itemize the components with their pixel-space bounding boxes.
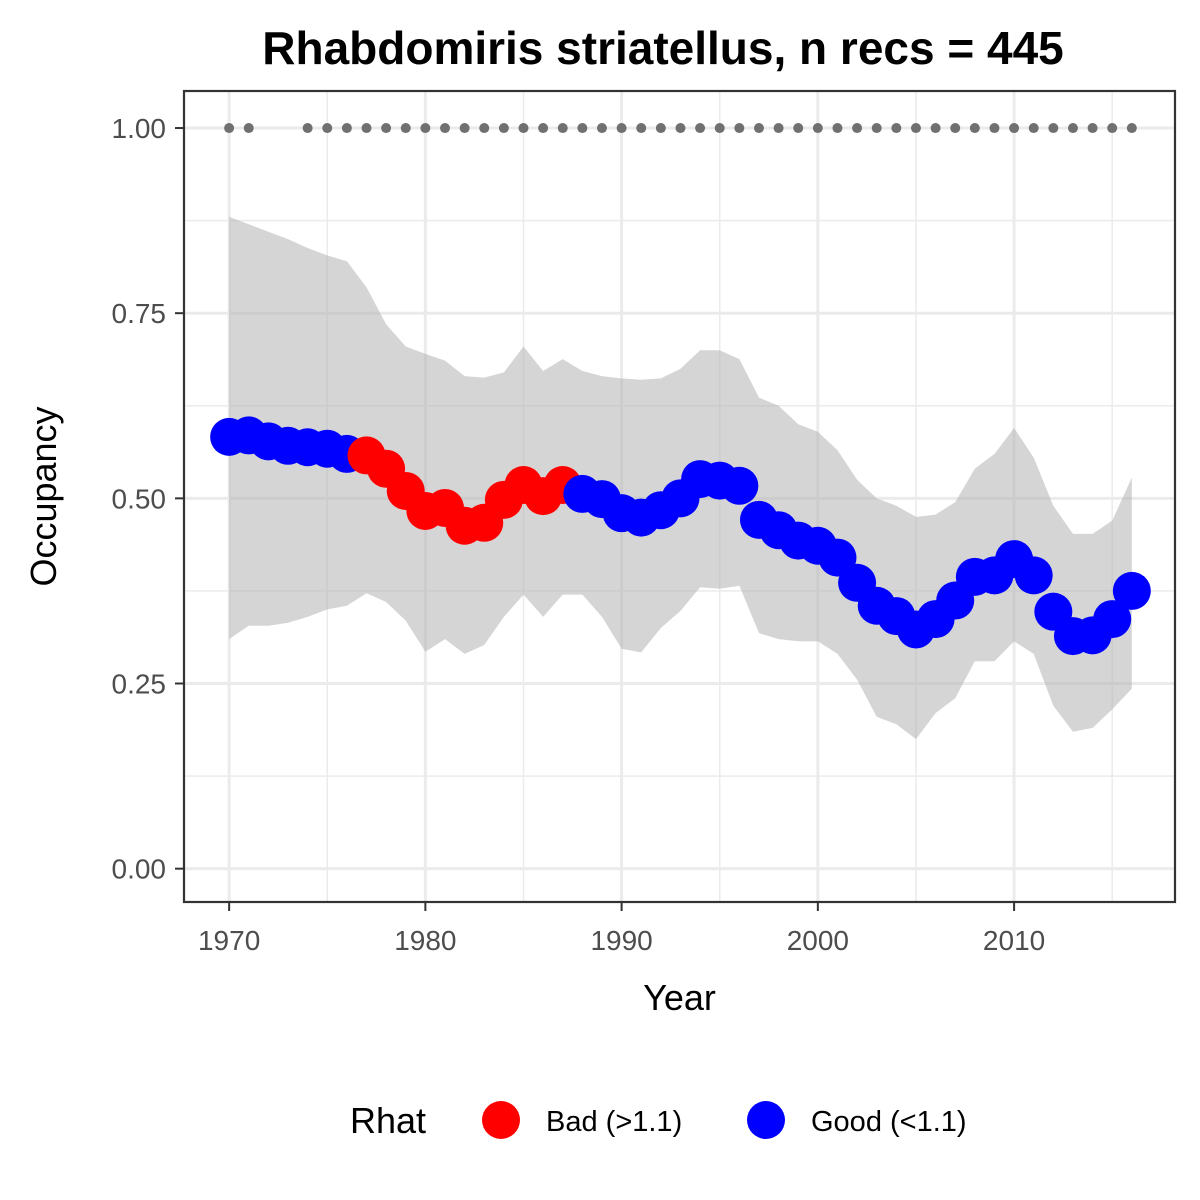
record-year-dot: [655, 123, 666, 134]
x-tick-label: 2000: [787, 925, 849, 956]
record-year-dot: [1067, 123, 1078, 134]
record-year-dots: [224, 123, 1137, 134]
axes: 1970 1980 1990 2000 2010 0.00 0.25 0.50 0.75 1.00: [112, 113, 1046, 956]
record-year-dot: [910, 123, 921, 134]
chart-title: Rhabdomiris striatellus, n recs = 445: [262, 22, 1064, 74]
record-year-dot: [1009, 123, 1020, 134]
record-year-dot: [518, 123, 529, 134]
record-year-dot: [930, 123, 941, 134]
record-year-dot: [322, 123, 333, 134]
record-year-dot: [243, 123, 254, 134]
record-year-dot: [675, 123, 686, 134]
record-year-dot: [1048, 123, 1059, 134]
x-tick-label: 1990: [590, 925, 652, 956]
record-year-dot: [538, 123, 549, 134]
occupancy-point-good: [720, 466, 759, 505]
record-year-dot: [361, 123, 372, 134]
legend-title: Rhat: [350, 1100, 426, 1141]
record-year-dot: [616, 123, 627, 134]
record-year-dot: [989, 123, 1000, 134]
record-year-dot: [479, 123, 490, 134]
record-year-dot: [498, 123, 509, 134]
y-axis-title: Occupancy: [23, 406, 64, 586]
record-year-dot: [400, 123, 411, 134]
legend-key-good: [747, 1101, 785, 1139]
y-tick-label: 1.00: [112, 113, 167, 144]
y-tick-label: 0.25: [112, 669, 167, 700]
record-year-dot: [969, 123, 980, 134]
record-year-dot: [302, 123, 313, 134]
panel-border: [182, 89, 1177, 904]
record-year-dot: [891, 123, 902, 134]
record-year-dot: [793, 123, 804, 134]
record-year-dot: [753, 123, 764, 134]
x-tick-label: 1970: [198, 925, 260, 956]
legend-label-bad: Bad (>1.1): [546, 1106, 682, 1138]
y-tick-label: 0.00: [112, 854, 167, 885]
legend-label-good: Good (<1.1): [811, 1106, 967, 1138]
record-year-dot: [734, 123, 745, 134]
record-year-dot: [1028, 123, 1039, 134]
record-year-dot: [714, 123, 725, 134]
record-year-dot: [773, 123, 784, 134]
legend: Rhat Bad (>1.1) Good (<1.1): [350, 1100, 967, 1141]
x-tick-label: 1980: [394, 925, 456, 956]
record-year-dot: [950, 123, 961, 134]
legend-key-bad: [482, 1101, 520, 1139]
y-tick-label: 0.50: [112, 483, 167, 514]
record-year-dot: [852, 123, 863, 134]
record-year-dot: [439, 123, 450, 134]
record-year-dot: [871, 123, 882, 134]
record-year-dot: [1087, 123, 1098, 134]
y-tick-label: 0.75: [112, 298, 167, 329]
record-year-dot: [577, 123, 588, 134]
record-year-dot: [1107, 123, 1118, 134]
occupancy-point-good: [1112, 571, 1151, 610]
record-year-dot: [224, 123, 235, 134]
record-year-dot: [695, 123, 706, 134]
record-year-dot: [381, 123, 392, 134]
record-year-dot: [557, 123, 568, 134]
record-year-dot: [832, 123, 843, 134]
record-year-dot: [341, 123, 352, 134]
x-axis-title: Year: [643, 977, 716, 1018]
record-year-dot: [636, 123, 647, 134]
record-year-dot: [1126, 123, 1137, 134]
record-year-dot: [812, 123, 823, 134]
occupancy-point-good: [1014, 556, 1053, 595]
occupancy-point-good: [1093, 600, 1132, 639]
record-year-dot: [420, 123, 431, 134]
record-year-dot: [459, 123, 470, 134]
record-year-dot: [596, 123, 607, 134]
occupancy-points: [210, 416, 1151, 656]
x-tick-label: 2010: [983, 925, 1045, 956]
